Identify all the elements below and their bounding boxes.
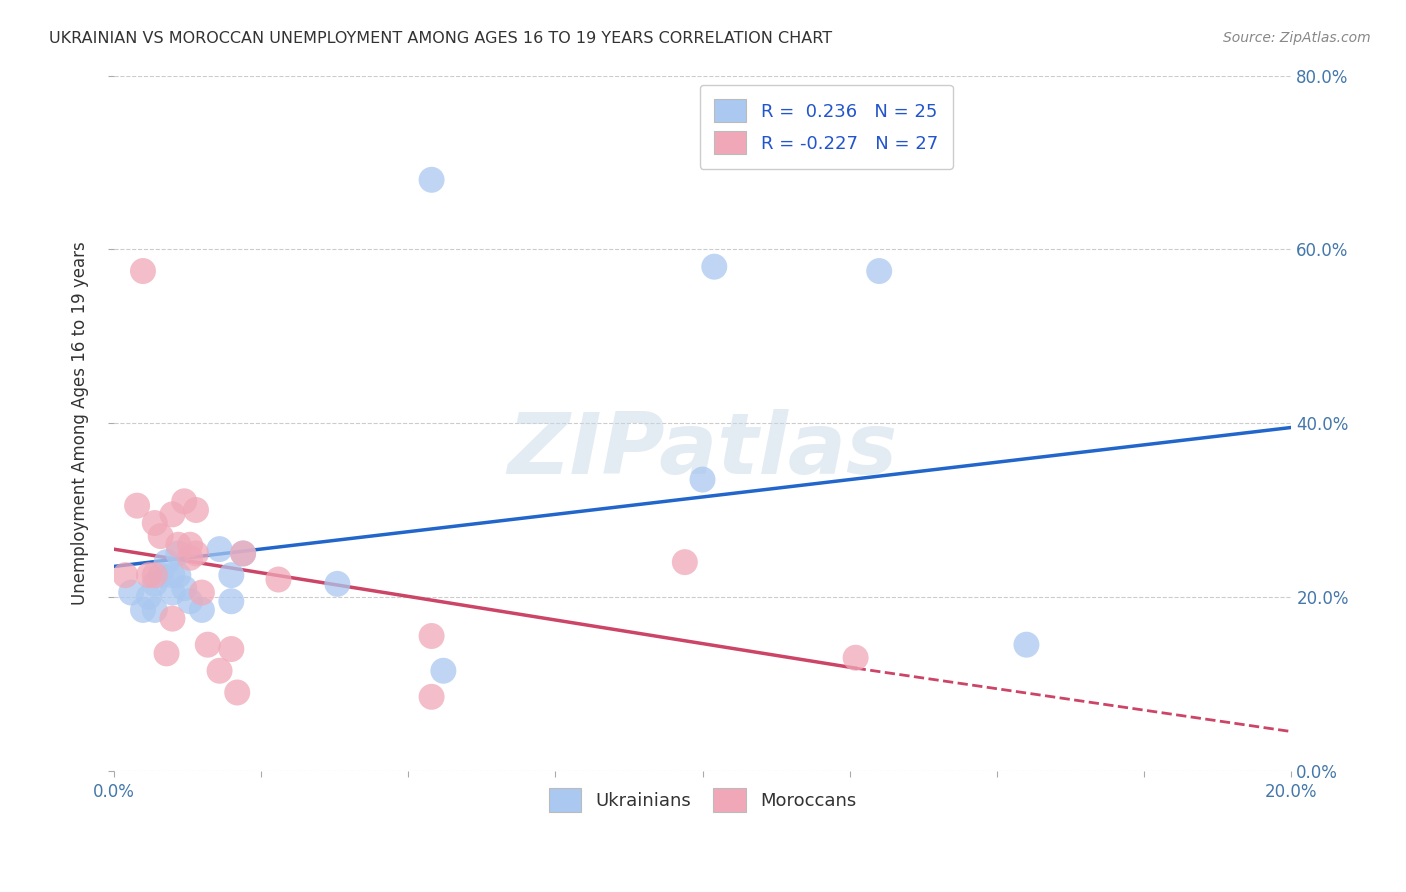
Point — [143, 568, 166, 582]
Point — [132, 264, 155, 278]
Point — [191, 603, 214, 617]
Point — [226, 685, 249, 699]
Point — [143, 577, 166, 591]
Point — [179, 594, 201, 608]
Point — [132, 603, 155, 617]
Point — [208, 664, 231, 678]
Point — [155, 646, 177, 660]
Point — [167, 546, 190, 560]
Point — [167, 538, 190, 552]
Point — [232, 546, 254, 560]
Point — [155, 555, 177, 569]
Point — [143, 516, 166, 530]
Point — [845, 650, 868, 665]
Point — [162, 585, 184, 599]
Text: ZIPatlas: ZIPatlas — [508, 409, 897, 492]
Point — [149, 568, 172, 582]
Point — [173, 581, 195, 595]
Point — [184, 546, 207, 560]
Point — [143, 603, 166, 617]
Point — [868, 264, 890, 278]
Point — [221, 568, 243, 582]
Point — [221, 594, 243, 608]
Point — [191, 585, 214, 599]
Point — [162, 568, 184, 582]
Point — [221, 642, 243, 657]
Point — [179, 550, 201, 565]
Point — [173, 494, 195, 508]
Point — [138, 590, 160, 604]
Point — [149, 529, 172, 543]
Legend: Ukrainians, Moroccans: Ukrainians, Moroccans — [536, 776, 869, 824]
Point — [326, 577, 349, 591]
Point — [432, 664, 454, 678]
Text: UKRAINIAN VS MOROCCAN UNEMPLOYMENT AMONG AGES 16 TO 19 YEARS CORRELATION CHART: UKRAINIAN VS MOROCCAN UNEMPLOYMENT AMONG… — [49, 31, 832, 46]
Point — [120, 585, 142, 599]
Point — [179, 538, 201, 552]
Y-axis label: Unemployment Among Ages 16 to 19 years: Unemployment Among Ages 16 to 19 years — [72, 241, 89, 605]
Point — [703, 260, 725, 274]
Point — [127, 499, 149, 513]
Point — [208, 542, 231, 557]
Point — [197, 638, 219, 652]
Point — [167, 568, 190, 582]
Point — [420, 173, 443, 187]
Point — [692, 473, 714, 487]
Point — [138, 568, 160, 582]
Point — [420, 629, 443, 643]
Point — [184, 503, 207, 517]
Point — [420, 690, 443, 704]
Point — [162, 508, 184, 522]
Point — [673, 555, 696, 569]
Point — [232, 546, 254, 560]
Point — [267, 573, 290, 587]
Text: Source: ZipAtlas.com: Source: ZipAtlas.com — [1223, 31, 1371, 45]
Point — [114, 568, 136, 582]
Point — [162, 612, 184, 626]
Point — [1015, 638, 1038, 652]
